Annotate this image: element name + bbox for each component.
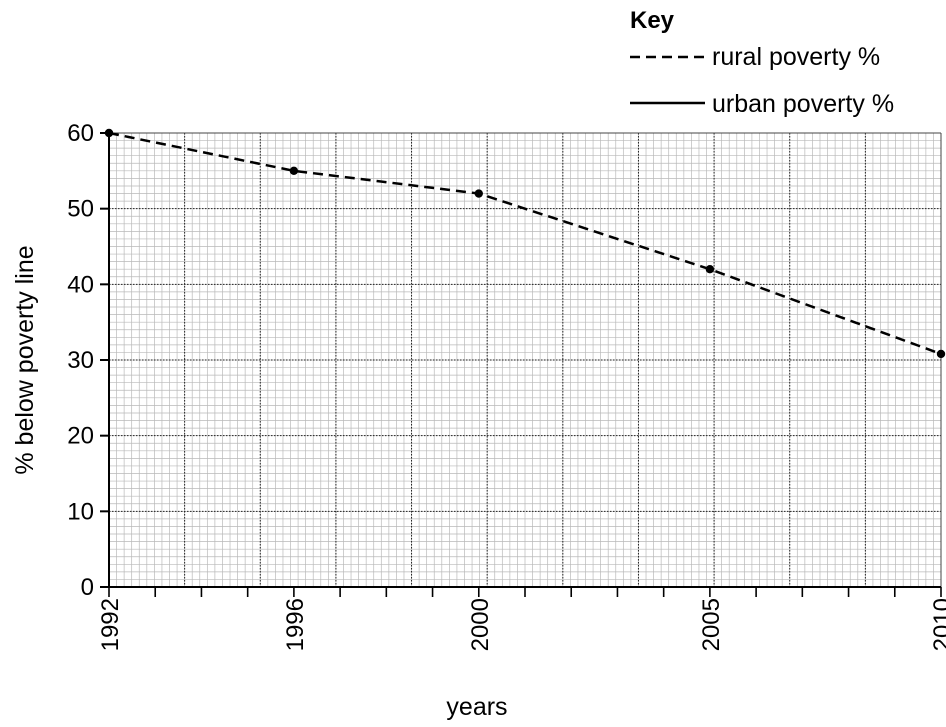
x-tick-label: 2010 [929,598,946,651]
data-point [289,166,299,176]
legend-label-urban: urban poverty % [712,90,894,118]
x-tick-label: 2005 [698,598,725,651]
y-tick-labels: 0 10 20 30 40 50 60 [67,120,94,601]
y-tick-label: 0 [81,574,94,601]
legend-title: Key [630,7,675,34]
x-tick-label: 2000 [467,598,494,651]
grid [109,132,942,587]
x-axis-title: years [446,693,507,721]
y-tick-label: 10 [67,498,94,525]
y-tick-label: 50 [67,196,94,223]
data-point [936,349,946,359]
x-tick-label: 1992 [97,598,124,651]
series-layer [104,128,946,359]
x-tick-labels: 1992 1996 2000 2005 2010 [97,598,946,651]
legend: Key rural poverty % urban poverty % [630,7,894,118]
y-tick-label: 40 [67,271,94,298]
y-tick-label: 20 [67,423,94,450]
x-tick-label: 1996 [282,598,309,651]
axes [100,129,942,597]
y-tick-label: 60 [67,120,94,147]
y-tick-label: 30 [67,347,94,374]
data-point [474,189,483,198]
data-point [705,265,715,274]
legend-label-rural: rural poverty % [712,43,880,71]
y-axis-title: % below poverty line [11,245,39,474]
data-point [104,128,114,138]
